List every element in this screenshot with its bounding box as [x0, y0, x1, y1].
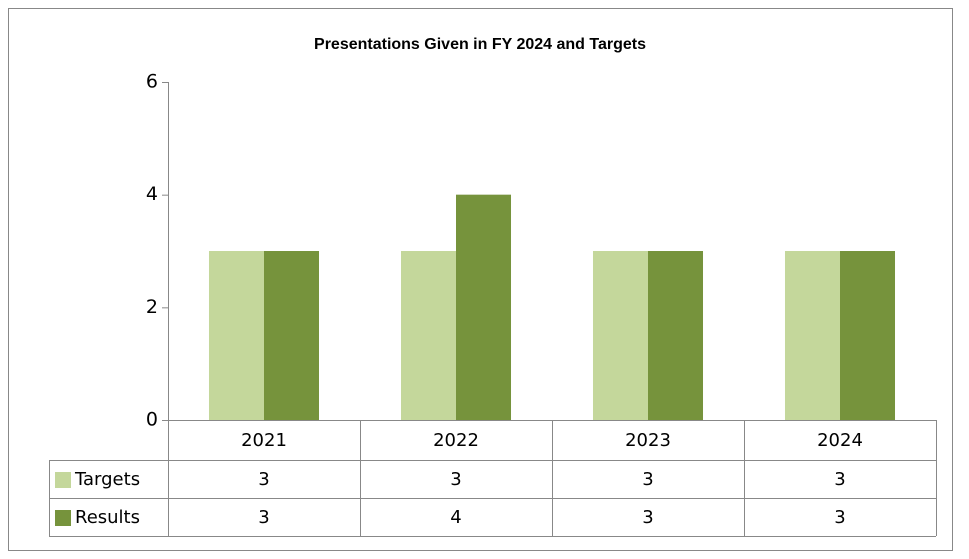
bar — [592, 251, 648, 420]
legend-swatch — [55, 510, 71, 526]
x-tick-label: 2024 — [817, 430, 863, 451]
table-value: 4 — [450, 507, 461, 528]
chart-title: Presentations Given in FY 2024 and Targe… — [314, 36, 646, 53]
y-tick-label: 6 — [146, 71, 158, 93]
table-value: 3 — [834, 469, 845, 490]
x-tick-label: 2023 — [625, 430, 671, 451]
bar — [264, 251, 320, 420]
table-value: 3 — [834, 507, 845, 528]
bar — [208, 251, 264, 420]
bar — [784, 251, 840, 420]
legend-label: Targets — [74, 469, 140, 490]
bar — [400, 251, 456, 420]
y-tick-label: 4 — [146, 183, 158, 205]
legend-label: Results — [75, 507, 140, 528]
table-value: 3 — [642, 469, 653, 490]
table-value: 3 — [450, 469, 461, 490]
x-tick-label: 2022 — [433, 430, 479, 451]
table-value: 3 — [258, 507, 269, 528]
y-tick-label: 2 — [146, 296, 158, 318]
x-tick-label: 2021 — [241, 430, 287, 451]
bar — [456, 194, 512, 420]
bar — [648, 251, 704, 420]
table-value: 3 — [258, 469, 269, 490]
y-tick-label: 0 — [146, 409, 158, 431]
table-value: 3 — [642, 507, 653, 528]
bar — [840, 251, 896, 420]
legend-swatch — [55, 472, 71, 488]
